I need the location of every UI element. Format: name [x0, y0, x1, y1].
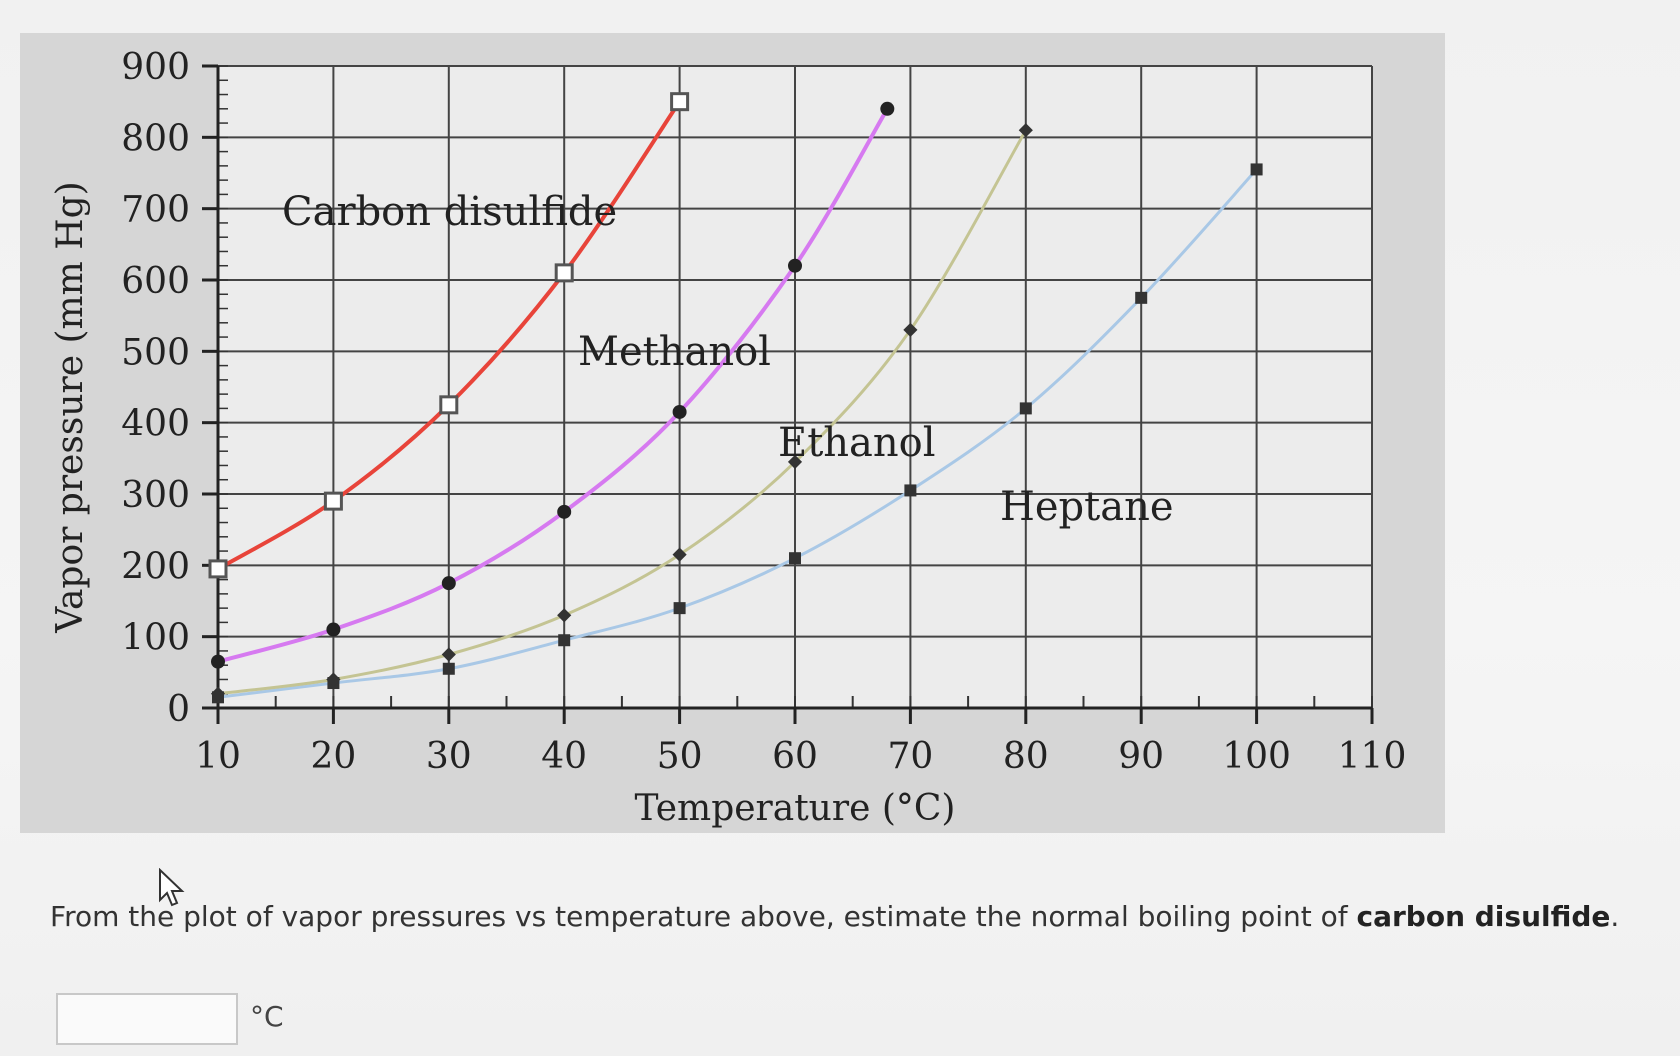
marker-ethanol-6 — [903, 322, 918, 338]
y-tick-label-800: 800 — [121, 118, 190, 159]
x-tick-label-20: 20 — [310, 736, 356, 777]
marker-ethanol-4 — [672, 547, 687, 562]
marker-methanol-6 — [880, 101, 895, 116]
series-label-carbon-disulfide: Carbon disulfide — [282, 189, 617, 235]
x-tick-label-90: 90 — [1118, 736, 1164, 777]
x-tick-label-40: 40 — [541, 736, 587, 777]
marker-carbon-disulfide-4 — [670, 92, 690, 112]
x-tick-label-80: 80 — [1003, 736, 1049, 777]
y-tick-label-100: 100 — [121, 618, 190, 659]
x-tick-label-60: 60 — [772, 736, 818, 777]
marker-ethanol-2 — [441, 647, 456, 662]
marker-carbon-disulfide-1 — [323, 491, 343, 511]
series-line-heptane — [217, 168, 1258, 699]
marker-heptane-7 — [1019, 402, 1032, 415]
y-tick-label-200: 200 — [121, 546, 190, 587]
y-tick-label-0: 0 — [167, 689, 190, 730]
y-axis-title: Vapor pressure (mm Hg) — [50, 181, 91, 633]
tick-labels: 0 100 200 300 400 500 600 700 800 900 10 20 30 40 50 60… — [121, 47, 1406, 777]
marker-heptane-5 — [789, 552, 801, 565]
x-tick-label-70: 70 — [887, 736, 933, 777]
series-label-ethanol: Ethanol — [778, 420, 936, 466]
marker-heptane-2 — [442, 662, 455, 675]
marker-methanol-4 — [672, 404, 687, 419]
marker-heptane-3 — [558, 634, 571, 647]
marker-methanol-1 — [326, 622, 341, 637]
y-tick-label-700: 700 — [121, 190, 190, 231]
x-tick-label-100: 100 — [1222, 736, 1291, 777]
vapor-pressure-figure: 0 100 200 300 400 500 600 700 800 900 10 20 30 40 50 60… — [20, 33, 1445, 833]
vapor-pressure-chart: 0 100 200 300 400 500 600 700 800 900 10 20 30 40 50 60… — [50, 47, 1406, 829]
series-label-heptane: Heptane — [1000, 484, 1174, 530]
marker-heptane-9 — [1250, 163, 1263, 176]
x-tick-label-30: 30 — [426, 736, 472, 777]
marker-carbon-disulfide-3 — [554, 263, 574, 283]
boiling-point-answer-input[interactable] — [56, 993, 238, 1045]
y-tick-label-300: 300 — [121, 475, 190, 516]
marker-carbon-disulfide-2 — [439, 395, 459, 415]
series-markers — [208, 92, 1263, 704]
marker-methanol-3 — [557, 504, 572, 519]
marker-heptane-4 — [673, 602, 686, 615]
question-compound: carbon disulfide — [1356, 900, 1611, 933]
series-label-methanol: Methanol — [578, 329, 771, 375]
question-text: From the plot of vapor pressures vs temp… — [50, 900, 1619, 933]
mouse-cursor-icon — [159, 868, 185, 907]
marker-methanol-0 — [211, 654, 225, 669]
marker-carbon-disulfide-0 — [208, 559, 228, 579]
marker-ethanol-5 — [787, 454, 803, 469]
y-tick-label-400: 400 — [121, 404, 190, 445]
axes — [202, 64, 1374, 724]
unit-label: °C — [250, 1000, 284, 1033]
y-tick-label-900: 900 — [121, 47, 190, 88]
question-suffix: . — [1610, 900, 1620, 933]
x-tick-label-50: 50 — [657, 736, 703, 777]
x-tick-label-10: 10 — [195, 736, 241, 777]
x-tick-label-110: 110 — [1338, 736, 1407, 777]
marker-heptane-6 — [904, 484, 917, 497]
question-prefix: From the plot of vapor pressures vs temp… — [50, 900, 1357, 933]
x-axis-title: Temperature (°C) — [635, 788, 956, 829]
marker-heptane-8 — [1135, 291, 1148, 304]
marker-methanol-2 — [441, 576, 456, 591]
marker-ethanol-3 — [557, 608, 572, 623]
grid — [217, 65, 1373, 709]
marker-methanol-5 — [788, 258, 802, 273]
marker-ethanol-0 — [210, 686, 226, 701]
y-tick-label-500: 500 — [121, 332, 190, 373]
y-tick-label-600: 600 — [121, 261, 190, 302]
marker-ethanol-1 — [326, 672, 341, 687]
